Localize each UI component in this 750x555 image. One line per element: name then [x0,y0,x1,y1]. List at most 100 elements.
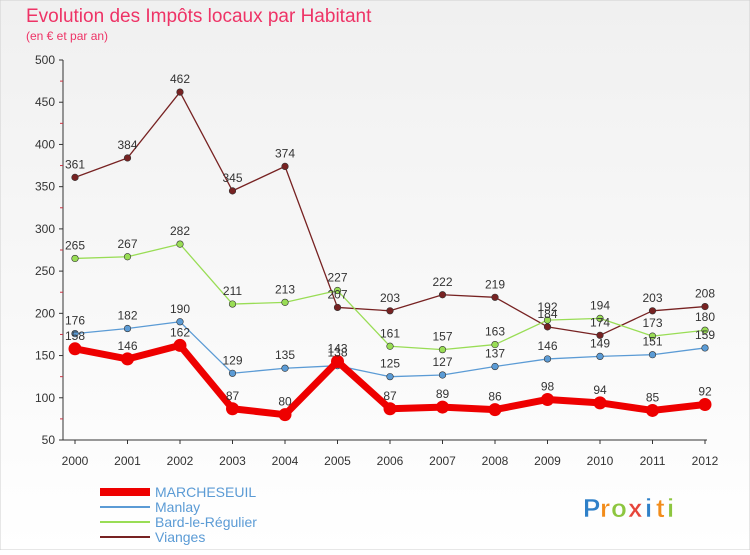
data-label: 176 [65,314,85,328]
data-label: 87 [383,389,397,403]
data-point-bard-le-regulier [438,346,447,354]
data-label: 157 [432,330,452,344]
data-label: 462 [170,72,190,86]
data-label: 85 [646,390,660,404]
data-point-marcheseuil [698,398,712,412]
data-point-manlay [71,330,79,338]
data-label: 180 [695,310,715,324]
y-tick-label: 300 [35,222,55,236]
data-point-vianges [596,331,604,339]
data-label: 208 [695,287,715,301]
brand-letter: x [628,493,643,523]
data-point-bard-le-regulier [596,314,604,323]
y-tick-label: 250 [35,264,55,278]
data-point-bard-le-regulier [648,332,657,340]
data-label: 146 [117,339,137,353]
x-tick-label: 2010 [587,454,614,468]
data-point-vianges [386,307,394,315]
x-tick-label: 2007 [429,454,456,468]
data-point-vianges [123,154,132,162]
y-tick-label: 350 [35,180,55,194]
y-tick-label: 500 [35,53,55,67]
y-tick-label: 50 [42,433,56,447]
legend-label: Manlay [155,499,200,515]
data-label: 190 [170,302,190,316]
data-label: 149 [590,336,610,350]
data-point-marcheseuil [593,396,607,410]
data-point-manlay [491,362,499,371]
data-point-marcheseuil [436,400,449,414]
chart-subtitle: (en € et par an) [26,29,108,43]
data-point-vianges [333,303,342,312]
brand-letter: i [667,493,674,523]
data-label: 80 [278,395,292,409]
data-label: 143 [327,341,347,355]
brand-letter: r [600,493,610,523]
data-point-vianges [438,291,447,299]
data-label: 219 [485,277,505,291]
data-point-marcheseuil [488,403,502,417]
data-point-marcheseuil [68,342,82,356]
data-point-vianges [648,307,657,315]
data-point-bard-le-regulier [543,316,552,324]
brand-letter: P [583,493,600,523]
data-point-vianges [71,173,79,181]
data-point-manlay [228,369,237,377]
data-point-bard-le-regulier [386,342,394,350]
y-tick-label: 150 [35,349,55,363]
data-point-marcheseuil [383,402,397,416]
data-point-marcheseuil [646,403,659,417]
legend-label: Bard-le-Régulier [155,514,257,530]
data-label: 146 [537,339,557,353]
data-point-bard-le-regulier [701,326,709,334]
y-tick-label: 100 [35,391,55,405]
x-tick-label: 2006 [377,454,404,468]
data-labels: 158 146 162 87 80 143 87 89 86 98 94 85 92 176 182 190 1… [65,72,715,409]
data-label: 173 [642,316,662,330]
data-point-manlay [438,371,447,379]
data-point-marcheseuil [278,408,292,422]
data-label: 163 [485,325,505,339]
data-label: 384 [117,138,137,152]
brand-letter: i [645,493,652,523]
data-label: 192 [537,300,557,314]
data-label: 125 [380,357,400,371]
data-label: 182 [117,309,137,323]
data-label: 374 [275,146,295,160]
data-label: 158 [65,329,85,343]
y-tick-label: 400 [35,137,55,151]
data-point-marcheseuil [331,354,344,368]
legend-label: MARCHESEUIL [155,484,256,500]
data-point-marcheseuil [226,402,239,416]
data-label: 162 [170,325,190,339]
data-point-vianges [176,88,184,96]
data-label: 211 [223,284,242,298]
data-label: 213 [275,282,295,296]
data-label: 194 [590,298,610,312]
x-tick-label: 2008 [482,454,509,468]
y-tick-label: 450 [35,95,55,109]
data-label: 159 [695,328,715,342]
data-label: 138 [327,346,347,360]
data-label: 94 [593,383,607,397]
data-point-manlay [543,355,552,363]
data-label: 282 [170,224,190,238]
data-label: 345 [222,171,242,185]
data-label: 137 [485,347,505,361]
x-tick-label: 2001 [114,454,141,468]
data-point-bard-le-regulier [176,240,184,248]
data-label: 174 [590,315,610,329]
data-point-manlay [701,344,709,352]
data-label: 267 [117,237,137,251]
data-label: 87 [226,389,240,403]
data-label: 127 [432,355,452,369]
data-label: 203 [642,291,662,305]
x-tick-label: 2002 [167,454,194,468]
x-tick-label: 2005 [324,454,351,468]
data-label: 222 [432,275,452,289]
